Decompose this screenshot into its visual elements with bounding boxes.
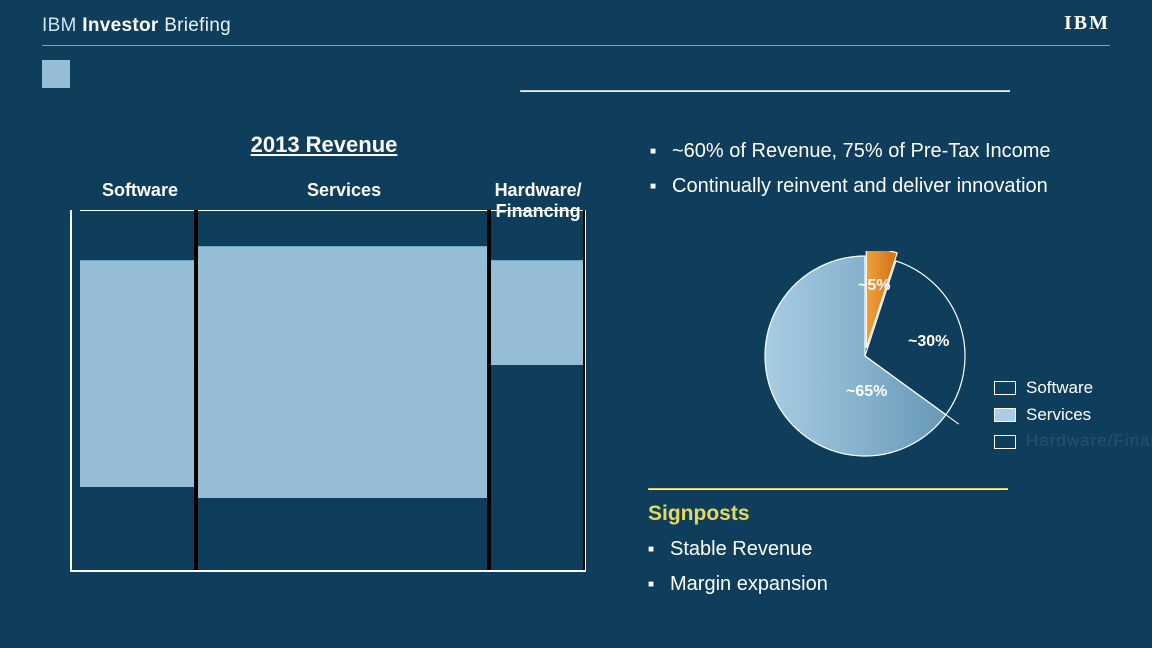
legend-label: Services — [1026, 403, 1091, 428]
chart-segment-divider — [198, 253, 487, 254]
chart-segment-divider — [80, 365, 194, 366]
legend-row: Hardware/Financing — [994, 429, 1152, 454]
legend-swatch-icon — [994, 435, 1016, 449]
ibm-logo-icon: IBM — [1064, 12, 1110, 35]
key-bullets: ~60% of Revenue, 75% of Pre-Tax Income Co… — [650, 136, 1110, 202]
chart-column — [80, 210, 196, 570]
chart-segment — [491, 260, 583, 364]
pie-legend: SoftwareServicesHardware/Financing — [994, 376, 1152, 456]
chart-segment — [80, 260, 194, 487]
chart-column — [489, 210, 585, 570]
legend-label: Hardware/Financing — [1026, 429, 1152, 454]
right-section-rule — [520, 90, 1010, 92]
signposts-rule — [648, 488, 1008, 490]
page-header: IBM Investor Briefing IBM — [0, 0, 1152, 37]
profit-pie-chart: ~5% ~30% ~65% — [760, 251, 970, 461]
brand-briefing: Briefing — [164, 15, 231, 36]
chart-column — [196, 210, 489, 570]
legend-swatch-icon — [994, 381, 1016, 395]
legend-label: Software — [1026, 376, 1093, 401]
legend-row: Services — [994, 403, 1152, 428]
pie-label-hardware: ~5% — [858, 277, 890, 295]
brand-title: IBM Investor Briefing — [42, 15, 231, 37]
pie-label-services: ~65% — [846, 383, 887, 401]
signpost-item: Margin expansion — [648, 569, 828, 600]
chart-plot-area — [80, 210, 586, 570]
legend-row: Software — [994, 376, 1152, 401]
chart-segment — [198, 246, 487, 498]
legend-swatch-icon — [994, 408, 1016, 422]
accent-square-icon — [42, 60, 70, 88]
signposts-heading: Signposts — [648, 502, 750, 526]
signposts-list: Stable Revenue Margin expansion — [648, 534, 828, 604]
brand-investor: Investor — [82, 15, 158, 36]
header-divider — [42, 45, 1110, 46]
chart-title: 2013 Revenue — [62, 132, 586, 158]
pie-label-software: ~30% — [908, 333, 949, 351]
brand-ibm: IBM — [42, 15, 77, 36]
chart-axes — [70, 210, 586, 572]
bullet-item: ~60% of Revenue, 75% of Pre-Tax Income — [650, 136, 1110, 167]
bullet-item: Continually reinvent and deliver innovat… — [650, 171, 1110, 202]
right-pane: ~60% of Revenue, 75% of Pre-Tax Income Co… — [650, 136, 1110, 206]
signpost-item: Stable Revenue — [648, 534, 828, 565]
revenue-mekko-chart: 2013 Revenue SoftwareServicesHardware/Fi… — [62, 132, 586, 572]
